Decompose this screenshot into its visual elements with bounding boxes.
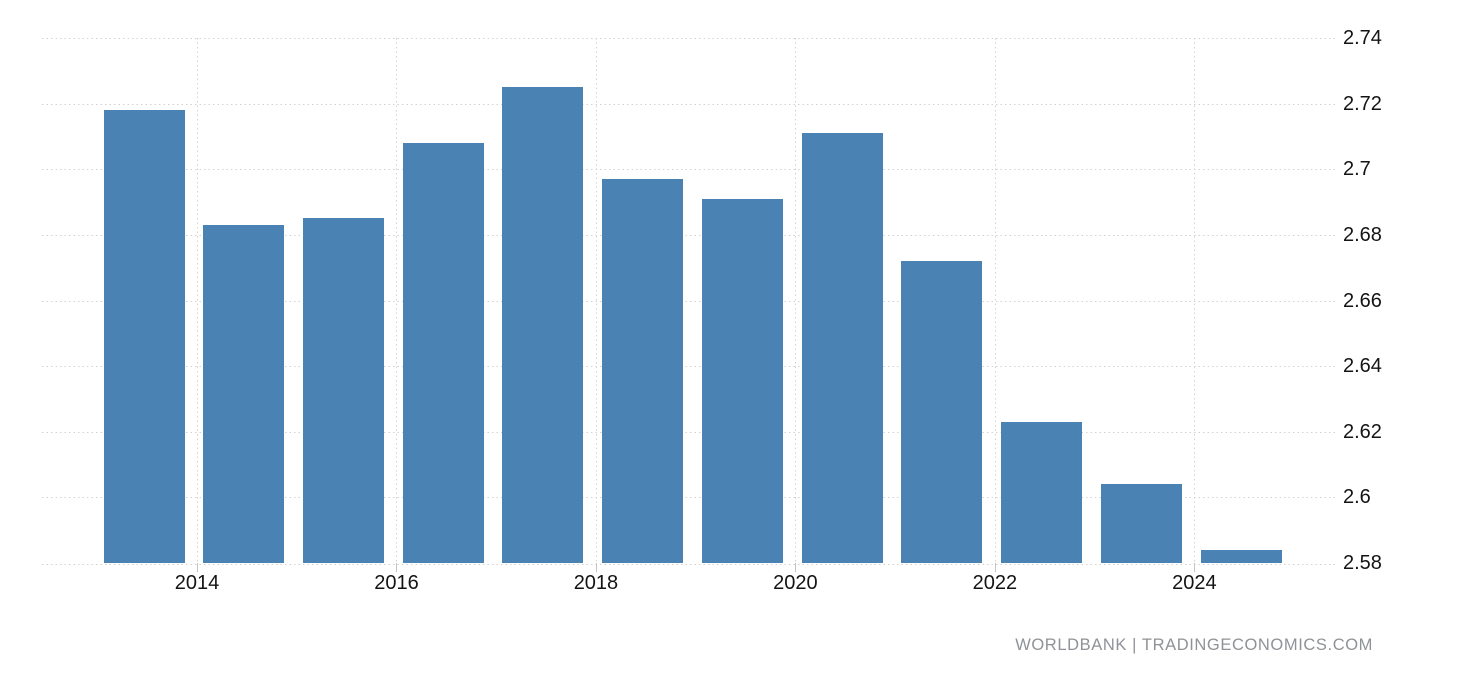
bar-2018[interactable] [602, 179, 684, 563]
x-tick-label-2024: 2024 [1172, 572, 1217, 594]
bar-2019[interactable] [701, 198, 783, 563]
bar-2024[interactable] [1200, 549, 1282, 563]
y-tick-label-2.6: 2.6 [1343, 486, 1371, 509]
bar-2013[interactable] [103, 110, 185, 563]
y-gridline-2.66 [42, 300, 1335, 302]
bar-2021[interactable] [901, 261, 983, 563]
x-tick-mark-2014 [197, 563, 199, 572]
y-gridline-2.64 [42, 366, 1335, 368]
bar-2017[interactable] [502, 87, 584, 563]
y-gridline-2.6 [42, 497, 1335, 499]
y-gridline-2.72 [42, 103, 1335, 105]
y-gridline-2.68 [42, 234, 1335, 236]
y-tick-label-2.66: 2.66 [1343, 289, 1382, 312]
y-tick-label-2.7: 2.7 [1343, 158, 1371, 181]
bar-2016[interactable] [402, 143, 484, 563]
bar-2022[interactable] [1001, 421, 1083, 563]
x-gridline-2014 [197, 38, 199, 563]
x-tick-mark-2016 [396, 563, 398, 572]
x-tick-mark-2020 [795, 563, 797, 572]
x-tick-mark-2018 [595, 563, 597, 572]
y-gridline-2.58 [42, 563, 1335, 565]
x-tick-mark-2022 [994, 563, 996, 572]
x-tick-label-2014: 2014 [174, 572, 220, 594]
x-tick-label-2018: 2018 [573, 572, 619, 594]
x-tick-mark-2024 [1194, 563, 1196, 572]
x-gridline-2016 [396, 38, 398, 563]
x-tick-label-2020: 2020 [773, 572, 818, 594]
y-tick-label-2.58: 2.58 [1343, 552, 1382, 574]
x-tick-label-2016: 2016 [374, 572, 419, 594]
x-gridline-2020 [795, 38, 797, 563]
y-gridline-2.7 [42, 169, 1335, 171]
y-tick-label-2.68: 2.68 [1343, 223, 1382, 246]
bar-2014[interactable] [203, 225, 285, 563]
bar-2020[interactable] [801, 133, 883, 563]
bar-2015[interactable] [302, 218, 384, 563]
x-gridline-2018 [595, 38, 597, 563]
attribution-link[interactable]: WORLDBANK | TRADINGECONOMICS.COM [1015, 636, 1373, 654]
x-gridline-2024 [1194, 38, 1196, 563]
bar-2023[interactable] [1100, 484, 1182, 563]
y-tick-label-2.64: 2.64 [1343, 355, 1382, 378]
y-tick-label-2.74: 2.74 [1343, 27, 1382, 49]
y-gridline-2.62 [42, 431, 1335, 433]
x-tick-label-2022: 2022 [972, 572, 1018, 594]
y-gridline-2.74 [42, 38, 1335, 39]
y-tick-label-2.62: 2.62 [1343, 420, 1382, 443]
y-tick-label-2.72: 2.72 [1343, 92, 1382, 115]
x-gridline-2022 [994, 38, 996, 563]
